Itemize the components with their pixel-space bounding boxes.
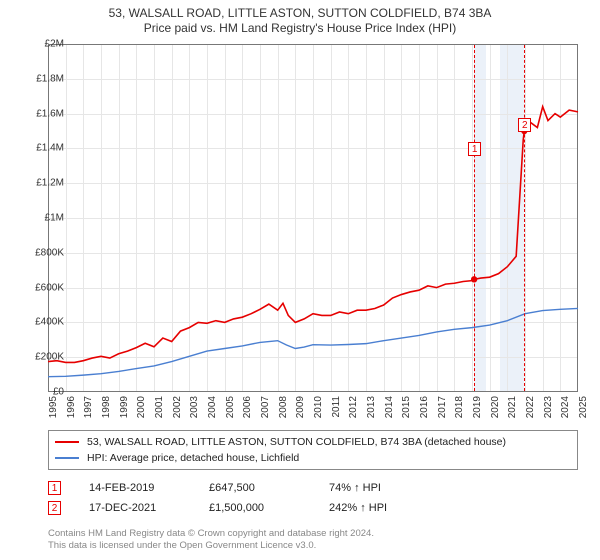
- transaction-price: £647,500: [209, 482, 301, 494]
- y-tick-label: £1.2M: [36, 178, 64, 189]
- x-tick-label: 2012: [348, 396, 359, 418]
- x-tick-label: 2020: [490, 396, 501, 418]
- x-tick-label: 2021: [507, 396, 518, 418]
- x-tick-label: 2017: [437, 396, 448, 418]
- series-price_paid: [48, 107, 578, 363]
- y-tick-label: £1M: [45, 213, 64, 224]
- legend-label: HPI: Average price, detached house, Lich…: [87, 452, 299, 464]
- transaction-date: 14-FEB-2019: [89, 482, 181, 494]
- transaction-price: £1,500,000: [209, 502, 301, 514]
- x-tick-label: 2008: [278, 396, 289, 418]
- chart-lines: [48, 44, 578, 392]
- event-line: [524, 45, 525, 391]
- y-tick-label: £600K: [35, 282, 64, 293]
- transaction-date: 17-DEC-2021: [89, 502, 181, 514]
- y-tick-label: £2M: [45, 39, 64, 50]
- x-tick-label: 2025: [578, 396, 589, 418]
- x-tick-label: 2002: [172, 396, 183, 418]
- legend-block: 53, WALSALL ROAD, LITTLE ASTON, SUTTON C…: [48, 430, 578, 518]
- x-tick-label: 2022: [525, 396, 536, 418]
- y-tick-label: £800K: [35, 247, 64, 258]
- event-marker-box: 2: [518, 118, 531, 132]
- transaction-table: 1 14-FEB-2019 £647,500 74% ↑ HPI 2 17-DEC-202…: [48, 478, 578, 518]
- x-tick-label: 2023: [543, 396, 554, 418]
- footer-attribution: Contains HM Land Registry data © Crown c…: [48, 528, 374, 552]
- x-tick-label: 2009: [295, 396, 306, 418]
- transaction-row: 1 14-FEB-2019 £647,500 74% ↑ HPI: [48, 478, 578, 498]
- x-tick-label: 1995: [48, 396, 59, 418]
- footer-line1: Contains HM Land Registry data © Crown c…: [48, 528, 374, 540]
- x-tick-label: 2005: [225, 396, 236, 418]
- event-marker-box: 1: [468, 142, 481, 156]
- x-tick-label: 2019: [472, 396, 483, 418]
- x-tick-label: 2000: [136, 396, 147, 418]
- plot-area: 12: [48, 44, 578, 392]
- x-tick-label: 1997: [83, 396, 94, 418]
- transaction-marker: 1: [48, 481, 61, 495]
- transaction-pct: 242% ↑ HPI: [329, 502, 421, 514]
- y-tick-label: £1.8M: [36, 73, 64, 84]
- y-tick-label: £200K: [35, 352, 64, 363]
- x-tick-label: 2014: [384, 396, 395, 418]
- title-address: 53, WALSALL ROAD, LITTLE ASTON, SUTTON C…: [0, 6, 600, 21]
- legend-row: 53, WALSALL ROAD, LITTLE ASTON, SUTTON C…: [55, 434, 571, 450]
- chart-container: 53, WALSALL ROAD, LITTLE ASTON, SUTTON C…: [0, 0, 600, 560]
- legend-row: HPI: Average price, detached house, Lich…: [55, 450, 571, 466]
- x-tick-label: 2007: [260, 396, 271, 418]
- x-tick-label: 1996: [66, 396, 77, 418]
- x-tick-label: 2003: [189, 396, 200, 418]
- x-tick-label: 2013: [366, 396, 377, 418]
- title-subtitle: Price paid vs. HM Land Registry's House …: [0, 21, 600, 36]
- x-tick-label: 2001: [154, 396, 165, 418]
- x-tick-label: 2010: [313, 396, 324, 418]
- y-tick-label: £1.6M: [36, 108, 64, 119]
- x-tick-label: 1999: [119, 396, 130, 418]
- transaction-marker: 2: [48, 501, 61, 515]
- x-tick-label: 2018: [454, 396, 465, 418]
- y-tick-label: £1.4M: [36, 143, 64, 154]
- chart-title: 53, WALSALL ROAD, LITTLE ASTON, SUTTON C…: [0, 0, 600, 36]
- legend-swatch: [55, 441, 79, 443]
- series-hpi: [48, 308, 578, 376]
- x-tick-label: 2006: [242, 396, 253, 418]
- legend-label: 53, WALSALL ROAD, LITTLE ASTON, SUTTON C…: [87, 436, 506, 448]
- x-tick-label: 2024: [560, 396, 571, 418]
- y-tick-label: £400K: [35, 317, 64, 328]
- legend-box: 53, WALSALL ROAD, LITTLE ASTON, SUTTON C…: [48, 430, 578, 470]
- event-line: [474, 45, 475, 391]
- footer-line2: This data is licensed under the Open Gov…: [48, 540, 374, 552]
- x-tick-label: 2015: [401, 396, 412, 418]
- x-tick-label: 2016: [419, 396, 430, 418]
- transaction-row: 2 17-DEC-2021 £1,500,000 242% ↑ HPI: [48, 498, 578, 518]
- transaction-pct: 74% ↑ HPI: [329, 482, 421, 494]
- legend-swatch: [55, 457, 79, 459]
- x-tick-label: 2011: [331, 396, 342, 418]
- x-tick-label: 2004: [207, 396, 218, 418]
- x-tick-label: 1998: [101, 396, 112, 418]
